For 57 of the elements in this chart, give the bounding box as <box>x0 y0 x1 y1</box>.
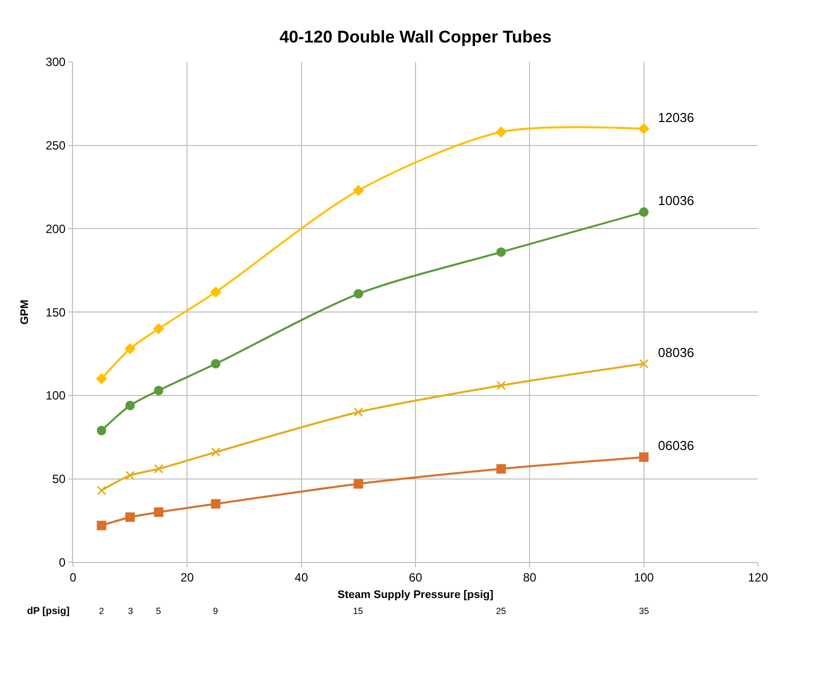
point <box>154 386 164 396</box>
point <box>496 464 506 474</box>
point <box>125 400 135 410</box>
point <box>210 499 220 509</box>
text: dP [psig] <box>27 606 70 617</box>
point <box>639 359 649 369</box>
x-tick-label: 60 <box>408 570 422 585</box>
y-tick-label: 0 <box>58 555 66 570</box>
y-tick-label: 300 <box>46 55 66 70</box>
point <box>496 247 506 257</box>
point <box>354 407 364 417</box>
x-tick-label: 80 <box>522 570 537 585</box>
x-axis-title: Steam Supply Pressure [psig] <box>338 588 494 601</box>
point <box>153 323 164 334</box>
point <box>354 479 364 489</box>
series-label: 12036 <box>658 110 694 125</box>
x-tick-label: 0 <box>70 570 77 585</box>
y-tick-label: 100 <box>46 388 66 403</box>
x-tick-label: 100 <box>634 570 654 585</box>
point <box>125 512 135 522</box>
text: 9 <box>213 606 218 616</box>
point <box>638 123 650 134</box>
point <box>124 343 136 354</box>
point <box>125 470 135 480</box>
text: 25 <box>496 606 506 616</box>
text: 35 <box>639 606 650 616</box>
point <box>96 426 106 436</box>
chart-title: 40-120 Double Wall Copper Tubes <box>279 27 552 46</box>
y-tick-label: 250 <box>46 138 66 153</box>
x-tick-label: 40 <box>294 570 308 585</box>
point <box>154 464 164 474</box>
series-label: 10036 <box>658 193 694 208</box>
text: 15 <box>353 606 364 616</box>
y-axis-title: GPM <box>19 300 32 325</box>
point <box>210 359 220 369</box>
point <box>210 447 220 457</box>
point <box>96 373 107 384</box>
text: 2 <box>99 606 104 616</box>
y-tick-label: 150 <box>46 305 66 320</box>
point <box>639 452 649 462</box>
point <box>639 207 649 217</box>
text: 3 <box>128 606 134 616</box>
x-tick-label: 20 <box>180 570 194 585</box>
series-label: 08036 <box>658 345 694 360</box>
text: 5 <box>156 606 162 616</box>
point <box>353 185 364 196</box>
point <box>354 289 364 299</box>
x-tick-label: 120 <box>748 570 768 585</box>
y-tick-label: 50 <box>52 472 66 486</box>
y-tick-label: 200 <box>46 222 66 236</box>
point <box>154 507 164 517</box>
point <box>210 286 222 298</box>
series-label: 06036 <box>658 438 694 453</box>
point <box>496 126 506 138</box>
point <box>96 520 106 530</box>
point <box>96 486 106 496</box>
point <box>496 380 506 390</box>
